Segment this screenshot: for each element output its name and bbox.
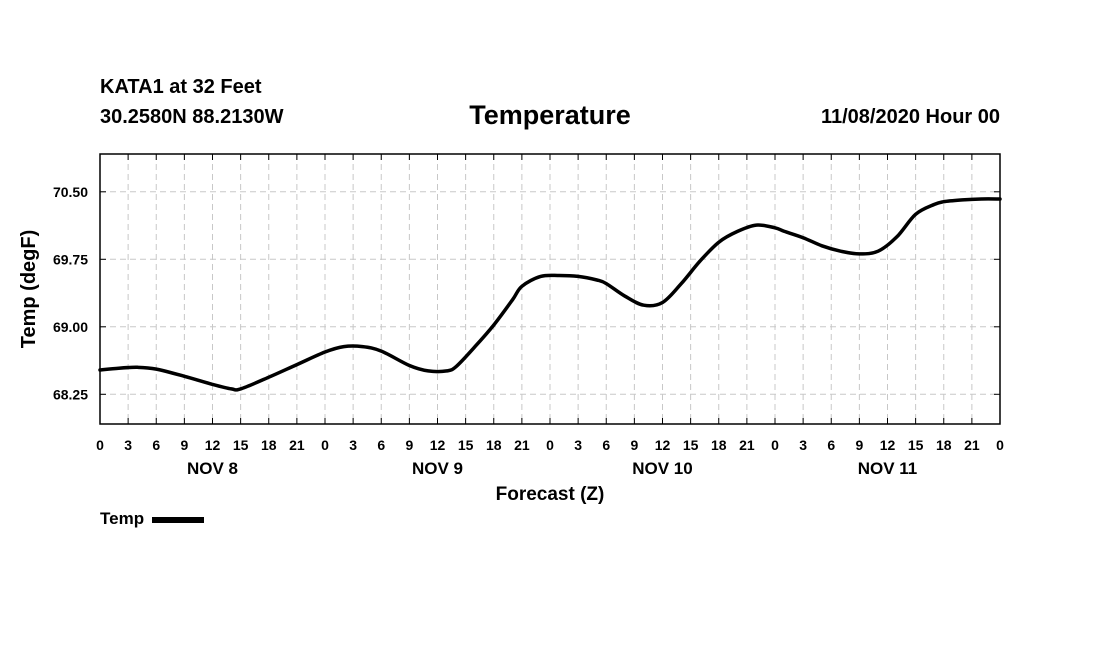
x-tick-label: 12 — [880, 437, 896, 453]
station-coordinates: 30.2580N 88.2130W — [100, 106, 284, 128]
x-tick-label: 18 — [936, 437, 952, 453]
x-tick-label: 9 — [630, 437, 638, 453]
y-axis-label: Temp (degF) — [18, 230, 40, 349]
x-tick-label: 15 — [233, 437, 249, 453]
x-tick-label: 0 — [996, 437, 1004, 453]
x-tick-label: 18 — [261, 437, 277, 453]
x-tick-label: 0 — [771, 437, 779, 453]
x-tick-label: 3 — [799, 437, 807, 453]
x-axis-label: Forecast (Z) — [496, 484, 605, 505]
x-tick-label: 18 — [711, 437, 727, 453]
temp-series-line — [98, 197, 1002, 392]
chart-title: Temperature — [469, 100, 631, 130]
x-tick-label: 21 — [514, 437, 530, 453]
x-day-label: NOV 9 — [412, 459, 463, 478]
x-tick-label: 12 — [205, 437, 221, 453]
series-layer — [98, 197, 1002, 392]
x-tick-label: 15 — [908, 437, 924, 453]
legend-label: Temp — [100, 509, 145, 528]
x-tick-label: 9 — [180, 437, 188, 453]
x-tick-label: 9 — [405, 437, 413, 453]
x-day-label: NOV 11 — [858, 459, 918, 478]
grid-layer — [100, 154, 1000, 424]
label-layer: 0 3 6 9 12 15 18 21 0 3 6 9 12 15 18 21 0 3 6 9 12 15 18 21 0 3 6 9… — [18, 184, 1004, 505]
legend-line-swatch — [152, 516, 205, 523]
legend: Temp — [100, 509, 205, 529]
x-tick-label: 15 — [458, 437, 474, 453]
x-tick-label: 21 — [964, 437, 980, 453]
x-tick-label: 6 — [377, 437, 385, 453]
x-tick-label: 6 — [152, 437, 160, 453]
x-tick-label: 3 — [574, 437, 582, 453]
x-tick-label: 12 — [655, 437, 671, 453]
y-tick-label: 68.25 — [53, 386, 88, 402]
plot-frame — [99, 153, 1001, 425]
x-tick-label: 0 — [321, 437, 329, 453]
y-tick-label: 70.50 — [53, 184, 88, 200]
x-tick-label: 21 — [289, 437, 305, 453]
x-tick-label: 3 — [349, 437, 357, 453]
x-tick-label: 6 — [827, 437, 835, 453]
x-tick-label: 18 — [486, 437, 502, 453]
x-tick-label: 12 — [430, 437, 446, 453]
x-tick-label: 9 — [855, 437, 863, 453]
x-tick-label: 0 — [546, 437, 554, 453]
x-tick-label: 3 — [124, 437, 132, 453]
forecast-timestamp: 11/08/2020 Hour 00 — [820, 106, 1000, 128]
x-day-label: NOV 8 — [187, 459, 238, 478]
y-tick-label: 69.00 — [53, 319, 88, 335]
x-day-label: NOV 10 — [632, 459, 692, 478]
y-tick-label: 69.75 — [53, 251, 88, 267]
x-tick-label: 21 — [739, 437, 755, 453]
x-tick-label: 15 — [683, 437, 699, 453]
station-label: KATA1 at 32 Feet — [100, 76, 262, 98]
x-tick-label: 6 — [602, 437, 610, 453]
x-tick-label: 0 — [96, 437, 104, 453]
